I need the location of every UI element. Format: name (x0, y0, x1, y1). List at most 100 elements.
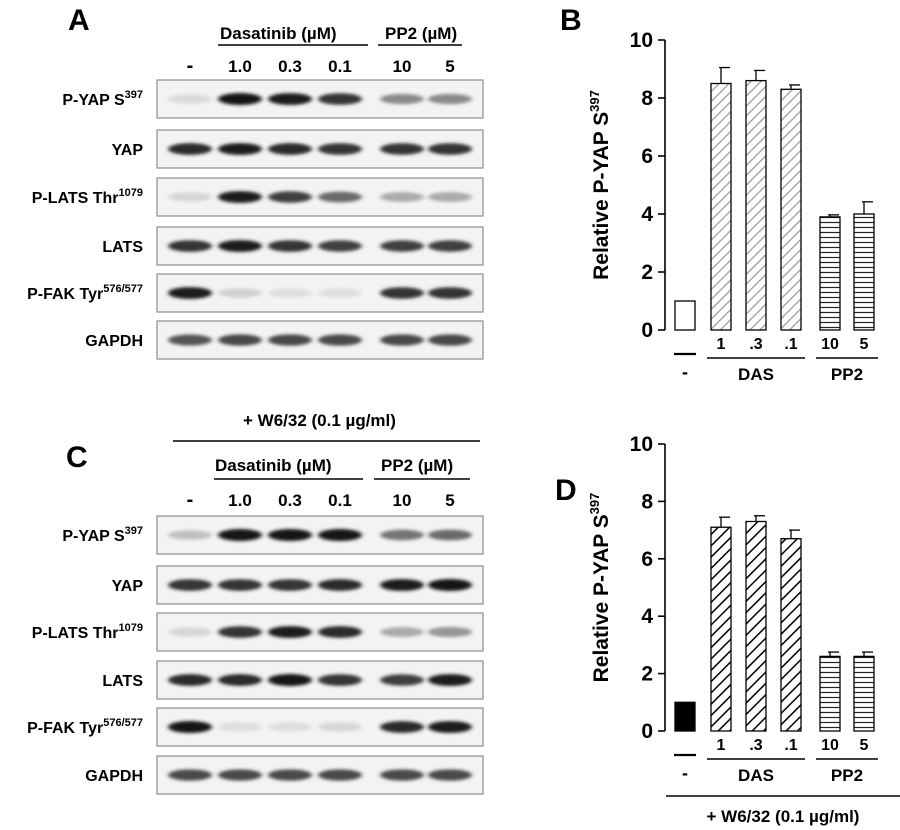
blot-band (218, 722, 262, 732)
blot-band (218, 579, 262, 591)
x-tick-label: - (682, 763, 688, 783)
x-tick-label: 10 (821, 737, 839, 754)
blot-band (268, 722, 312, 732)
blot-band (380, 93, 424, 105)
blot-band (428, 287, 472, 299)
blot-row-sup: 397 (125, 525, 143, 537)
blot-band (218, 334, 262, 346)
blot-band (380, 627, 424, 637)
lane-label-5: 5 (445, 491, 454, 510)
group-label: PP2 (831, 365, 863, 384)
blot-row-label: P-YAP S397 (62, 525, 143, 545)
blot-band (168, 627, 212, 637)
blot-row-name: P-YAP S (62, 92, 125, 109)
blot-row-sup: 576/577 (103, 717, 143, 729)
blot-row: YAP (112, 129, 484, 169)
y-tick-label: 2 (641, 663, 653, 686)
blot-row: P-LATS Thr1079 (32, 177, 484, 217)
blot-row-sup: 397 (125, 89, 143, 101)
y-tick-label: 6 (641, 145, 653, 168)
lane-label-1: 1.0 (228, 491, 252, 510)
x-tick-label: .3 (749, 336, 762, 353)
blot-band (380, 192, 424, 202)
blot-band (428, 674, 472, 686)
blot-band (380, 529, 424, 541)
blot-band (318, 240, 362, 252)
blot-band (268, 769, 312, 781)
blot-band (318, 626, 362, 638)
blot-band (318, 288, 362, 298)
blot-row: YAP (112, 565, 484, 605)
blot-band (380, 674, 424, 686)
blot-band (380, 334, 424, 346)
blot-band (268, 626, 312, 638)
y-axis-label-text: Relative P-YAP S (590, 112, 613, 280)
blot-row-label: LATS (102, 673, 143, 690)
bar (674, 701, 696, 732)
y-tick-label: 0 (641, 319, 653, 342)
blot-row-name: P-LATS Thr (32, 625, 119, 642)
panel-letter-d: D (555, 474, 577, 507)
blot-band (268, 579, 312, 591)
bar-chart-d: 0 2 4 6 8 10 Relative P-YAP S397 - 1 .3 .1 10 5 DAS PP… (587, 433, 900, 826)
blot-band (218, 769, 262, 781)
blot-row-name: LATS (102, 673, 143, 690)
y-tick-label: 2 (641, 261, 653, 284)
blot-row-label: P-FAK Tyr576/577 (27, 283, 143, 303)
treatment-label: + W6/32 (0.1 µg/ml) (707, 807, 860, 826)
group-label: DAS (738, 766, 774, 785)
blot-band (168, 530, 212, 540)
blot-band (428, 240, 472, 252)
y-tick-label: 6 (641, 548, 653, 571)
y-tick-label: 10 (630, 29, 653, 52)
blot-band (380, 769, 424, 781)
blot-row-name: YAP (112, 578, 144, 595)
western-blot-c: P-YAP S397 YAP P-LATS Thr1079 LATS P-FAK Tyr… (27, 515, 484, 795)
blot-band (318, 579, 362, 591)
x-tick-label: .1 (784, 336, 797, 353)
blot-band (318, 722, 362, 732)
y-tick-label: 4 (641, 605, 653, 628)
bar (853, 655, 875, 732)
y-axis-label-text: Relative P-YAP S (590, 514, 613, 682)
lane-label-0: - (187, 489, 194, 511)
lane-label-4: 10 (393, 491, 412, 510)
blot-band (218, 626, 262, 638)
blot-band (318, 191, 362, 203)
blot-row-label: YAP (112, 142, 144, 159)
x-tick-label: 1 (717, 336, 726, 353)
lane-label-3: 0.1 (328, 491, 352, 510)
blot-band (318, 529, 362, 541)
y-tick-label: 4 (641, 203, 653, 226)
blot-row: P-YAP S397 (62, 79, 484, 119)
blot-band (380, 240, 424, 252)
blot-band (168, 94, 212, 104)
blot-band (318, 143, 362, 155)
blot-row: P-FAK Tyr576/577 (27, 273, 484, 313)
x-tick-label: - (682, 362, 688, 382)
blot-band (318, 334, 362, 346)
lane-label-5: 5 (445, 57, 454, 76)
blot-band (218, 93, 262, 105)
blot-band (268, 143, 312, 155)
bar (780, 88, 802, 331)
western-blot-a: P-YAP S397 YAP P-LATS Thr1079 LATS P-FAK Tyr… (27, 79, 484, 360)
blot-row-name: P-YAP S (62, 528, 125, 545)
blot-band (168, 721, 212, 733)
lane-label-4: 10 (393, 57, 412, 76)
x-tick-label: 5 (860, 737, 869, 754)
bar (745, 520, 767, 732)
y-tick-label: 0 (641, 720, 653, 743)
blot-row-name: GAPDH (85, 333, 143, 350)
blot-band (318, 769, 362, 781)
blot-band (218, 529, 262, 541)
bar (819, 216, 841, 331)
lane-labels: - 1.0 0.3 0.1 10 5 (187, 489, 455, 511)
blot-band (428, 93, 472, 105)
blot-band (268, 93, 312, 105)
x-tick-label: 10 (821, 336, 839, 353)
blot-band (380, 579, 424, 591)
blot-band (268, 334, 312, 346)
blot-row-name: P-FAK Tyr (27, 286, 103, 303)
x-tick-label: 5 (860, 336, 869, 353)
